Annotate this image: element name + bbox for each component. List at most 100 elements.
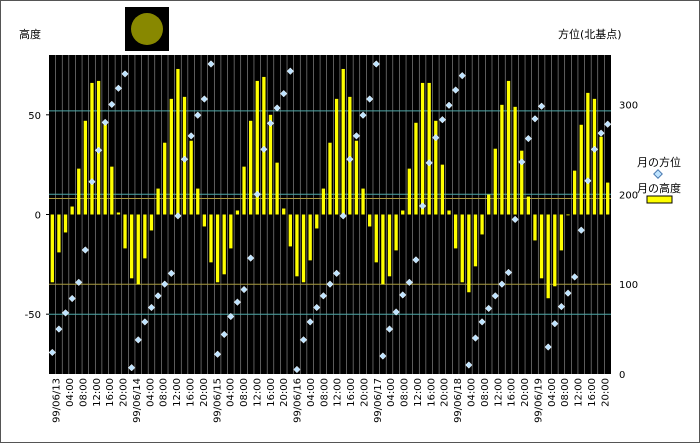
x-tick-label: 12:00 (333, 378, 344, 407)
altitude-bar (394, 214, 398, 251)
y-right-tick-label: 100 (619, 280, 638, 291)
altitude-bar (447, 210, 451, 215)
azimuth-point (425, 159, 433, 167)
altitude-bar (513, 106, 517, 215)
altitude-bar (229, 214, 233, 249)
altitude-bar (116, 212, 121, 215)
x-tick-label: 12:00 (172, 378, 183, 407)
azimuth-point (253, 190, 261, 198)
azimuth-point (511, 215, 519, 224)
azimuth-point (220, 330, 228, 339)
altitude-bar (566, 214, 570, 216)
azimuth-point (127, 364, 136, 372)
azimuth-point (266, 119, 275, 127)
azimuth-point (147, 303, 156, 312)
azimuth-point (524, 134, 533, 143)
azimuth-point (379, 352, 387, 360)
altitude-bar (123, 214, 127, 249)
y-right-axis-title: 方位(北基点) (558, 27, 622, 41)
azimuth-point (564, 289, 572, 297)
x-tick-label: 04:00 (65, 378, 76, 407)
altitude-bar (295, 214, 299, 277)
altitude-bar (387, 214, 392, 277)
altitude-bar (361, 188, 365, 215)
azimuth-point (332, 269, 341, 278)
altitude-bar (526, 196, 531, 215)
azimuth-point (597, 129, 605, 137)
x-tick-label: 12:00 (574, 378, 585, 407)
azimuth-point (75, 278, 83, 286)
azimuth-point (134, 336, 142, 344)
altitude-bar (50, 214, 54, 283)
x-tick-label: 16:00 (266, 378, 277, 407)
x-tick-label: 99/06/18 (453, 378, 464, 423)
altitude-bar (255, 80, 259, 215)
altitude-bar (334, 98, 339, 215)
x-tick-label: 99/06/14 (132, 378, 143, 423)
azimuth-point (273, 104, 281, 112)
altitude-bar (533, 214, 537, 241)
altitude-bar (546, 214, 550, 299)
altitude-bar (57, 214, 61, 253)
altitude-bar (572, 170, 577, 215)
azimuth-point (458, 72, 466, 80)
x-tick-label: 20:00 (199, 378, 210, 407)
x-tick-label: 08:00 (239, 378, 250, 407)
altitude-bar (559, 214, 564, 251)
x-tick-label: 16:00 (426, 378, 437, 407)
azimuth-point (604, 120, 612, 128)
azimuth-point (557, 302, 566, 311)
azimuth-point (280, 89, 288, 98)
altitude-bar (288, 214, 292, 247)
legend-marker-azimuth (653, 169, 663, 179)
azimuth-point (451, 86, 460, 94)
altitude-bar (222, 214, 226, 275)
azimuth-point (392, 308, 400, 316)
y-right-tick-label: 0 (619, 370, 625, 381)
altitude-bar (368, 214, 372, 227)
azimuth-point (48, 348, 56, 357)
moon-icon (125, 7, 169, 51)
azimuth-point (577, 226, 585, 234)
altitude-bar (143, 214, 147, 259)
altitude-bar (136, 214, 140, 285)
x-tick-label: 12:00 (493, 378, 504, 407)
altitude-bar (235, 210, 240, 215)
azimuth-point (518, 158, 526, 166)
azimuth-point (247, 254, 255, 262)
azimuth-point (187, 132, 195, 140)
azimuth-point (544, 343, 552, 351)
azimuth-point (366, 95, 374, 103)
y-left-tick-labels: 50 0 -50 (25, 111, 49, 321)
azimuth-point (94, 146, 103, 154)
altitude-bar (434, 120, 438, 215)
azimuth-point (61, 309, 70, 317)
x-tick-label: 99/06/15 (212, 378, 223, 423)
x-tick-label: 99/06/13 (52, 378, 63, 423)
altitude-bar (189, 140, 193, 215)
altitude-bar (599, 136, 603, 215)
azimuth-point (207, 60, 215, 68)
legend-label-azimuth: 月の方位 (637, 155, 681, 169)
altitude-bar (328, 142, 332, 215)
azimuth-point (346, 155, 354, 163)
altitude-bar (487, 194, 491, 215)
legend-label-altitude: 月の高度 (637, 181, 681, 195)
x-tick-label: 16:00 (186, 378, 197, 407)
altitude-bar (440, 164, 445, 215)
x-tick-label: 08:00 (159, 378, 170, 407)
azimuth-point (313, 303, 321, 312)
azimuth-point (537, 102, 546, 110)
altitude-bar (500, 104, 504, 215)
azimuth-point (584, 177, 592, 185)
altitude-bar (420, 82, 425, 215)
x-tick-label: 04:00 (386, 378, 397, 407)
azimuth-point (551, 320, 559, 328)
azimuth-point (412, 256, 420, 264)
altitude-bar (149, 214, 154, 231)
altitude-bar (249, 120, 253, 215)
x-tick-label: 04:00 (306, 378, 317, 407)
altitude-bar (427, 82, 431, 215)
x-tick-label: 12:00 (413, 378, 424, 407)
